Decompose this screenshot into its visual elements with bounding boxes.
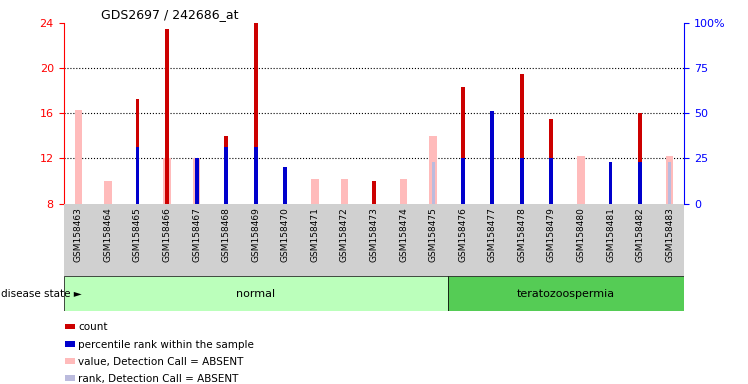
Bar bbox=[566, 204, 595, 276]
Text: GSM158470: GSM158470 bbox=[280, 207, 289, 262]
Bar bbox=[212, 204, 241, 276]
Bar bbox=[64, 276, 448, 311]
Bar bbox=[666, 156, 673, 204]
Bar bbox=[448, 204, 477, 276]
Text: GSM158464: GSM158464 bbox=[103, 207, 112, 262]
Bar bbox=[165, 29, 169, 204]
Bar bbox=[609, 162, 612, 204]
Bar bbox=[507, 204, 536, 276]
Bar bbox=[638, 162, 642, 204]
Text: GDS2697 / 242686_at: GDS2697 / 242686_at bbox=[101, 8, 239, 21]
Bar bbox=[341, 179, 348, 204]
Text: GSM158473: GSM158473 bbox=[370, 207, 378, 262]
Bar bbox=[432, 162, 435, 204]
Text: GSM158481: GSM158481 bbox=[606, 207, 615, 262]
Bar bbox=[254, 21, 257, 204]
Bar bbox=[625, 204, 654, 276]
Text: GSM158480: GSM158480 bbox=[577, 207, 586, 262]
Bar bbox=[64, 204, 94, 276]
Bar bbox=[595, 204, 625, 276]
Bar bbox=[491, 111, 494, 204]
Bar bbox=[330, 204, 359, 276]
Bar bbox=[194, 159, 198, 204]
Bar bbox=[94, 204, 123, 276]
Text: GSM158467: GSM158467 bbox=[192, 207, 201, 262]
Text: GSM158483: GSM158483 bbox=[665, 207, 674, 262]
Bar bbox=[193, 159, 200, 204]
Text: GSM158469: GSM158469 bbox=[251, 207, 260, 262]
Text: teratozoospermia: teratozoospermia bbox=[517, 289, 615, 299]
Bar bbox=[389, 204, 418, 276]
Text: GSM158471: GSM158471 bbox=[310, 207, 319, 262]
Bar bbox=[536, 204, 566, 276]
Bar bbox=[271, 204, 300, 276]
Bar bbox=[461, 87, 465, 204]
Bar bbox=[550, 159, 554, 204]
Text: GSM158472: GSM158472 bbox=[340, 207, 349, 262]
Bar bbox=[359, 204, 389, 276]
Text: GSM158479: GSM158479 bbox=[547, 207, 556, 262]
Text: GSM158482: GSM158482 bbox=[636, 207, 645, 262]
Bar bbox=[75, 110, 82, 204]
Bar bbox=[550, 119, 554, 204]
Text: GSM158476: GSM158476 bbox=[459, 207, 468, 262]
Text: GSM158478: GSM158478 bbox=[518, 207, 527, 262]
Text: GSM158463: GSM158463 bbox=[74, 207, 83, 262]
Text: GSM158465: GSM158465 bbox=[133, 207, 142, 262]
Bar bbox=[135, 99, 139, 204]
Text: GSM158477: GSM158477 bbox=[488, 207, 497, 262]
Bar bbox=[65, 376, 75, 381]
Bar bbox=[609, 162, 613, 204]
Bar bbox=[429, 136, 437, 204]
Bar bbox=[224, 147, 228, 204]
Text: GSM158466: GSM158466 bbox=[162, 207, 171, 262]
Bar bbox=[577, 156, 585, 204]
Text: count: count bbox=[79, 322, 108, 332]
Text: GSM158474: GSM158474 bbox=[399, 207, 408, 262]
Bar bbox=[520, 74, 524, 204]
Bar bbox=[224, 136, 228, 204]
Bar bbox=[638, 113, 642, 204]
Bar bbox=[477, 204, 507, 276]
Bar bbox=[283, 174, 287, 204]
Bar bbox=[311, 179, 319, 204]
Bar bbox=[65, 358, 75, 364]
Text: GSM158468: GSM158468 bbox=[221, 207, 230, 262]
Bar bbox=[163, 159, 171, 204]
Bar bbox=[65, 341, 75, 346]
Text: percentile rank within the sample: percentile rank within the sample bbox=[79, 339, 254, 349]
Bar bbox=[241, 204, 271, 276]
Bar bbox=[135, 147, 139, 204]
Bar bbox=[123, 204, 153, 276]
Bar bbox=[104, 181, 111, 204]
Text: disease state ►: disease state ► bbox=[1, 289, 82, 299]
Bar bbox=[461, 159, 465, 204]
Bar bbox=[418, 204, 448, 276]
Text: normal: normal bbox=[236, 289, 275, 299]
Bar bbox=[65, 323, 75, 329]
Bar bbox=[254, 147, 257, 204]
Text: GSM158475: GSM158475 bbox=[429, 207, 438, 262]
Bar bbox=[283, 167, 287, 204]
Bar bbox=[153, 204, 182, 276]
Text: rank, Detection Call = ABSENT: rank, Detection Call = ABSENT bbox=[79, 374, 239, 384]
Bar bbox=[400, 179, 407, 204]
Bar bbox=[300, 204, 330, 276]
Bar bbox=[668, 162, 671, 204]
Bar bbox=[448, 276, 684, 311]
Bar bbox=[654, 204, 684, 276]
Bar bbox=[182, 204, 212, 276]
Bar bbox=[520, 159, 524, 204]
Text: value, Detection Call = ABSENT: value, Detection Call = ABSENT bbox=[79, 357, 244, 367]
Bar bbox=[372, 181, 376, 204]
